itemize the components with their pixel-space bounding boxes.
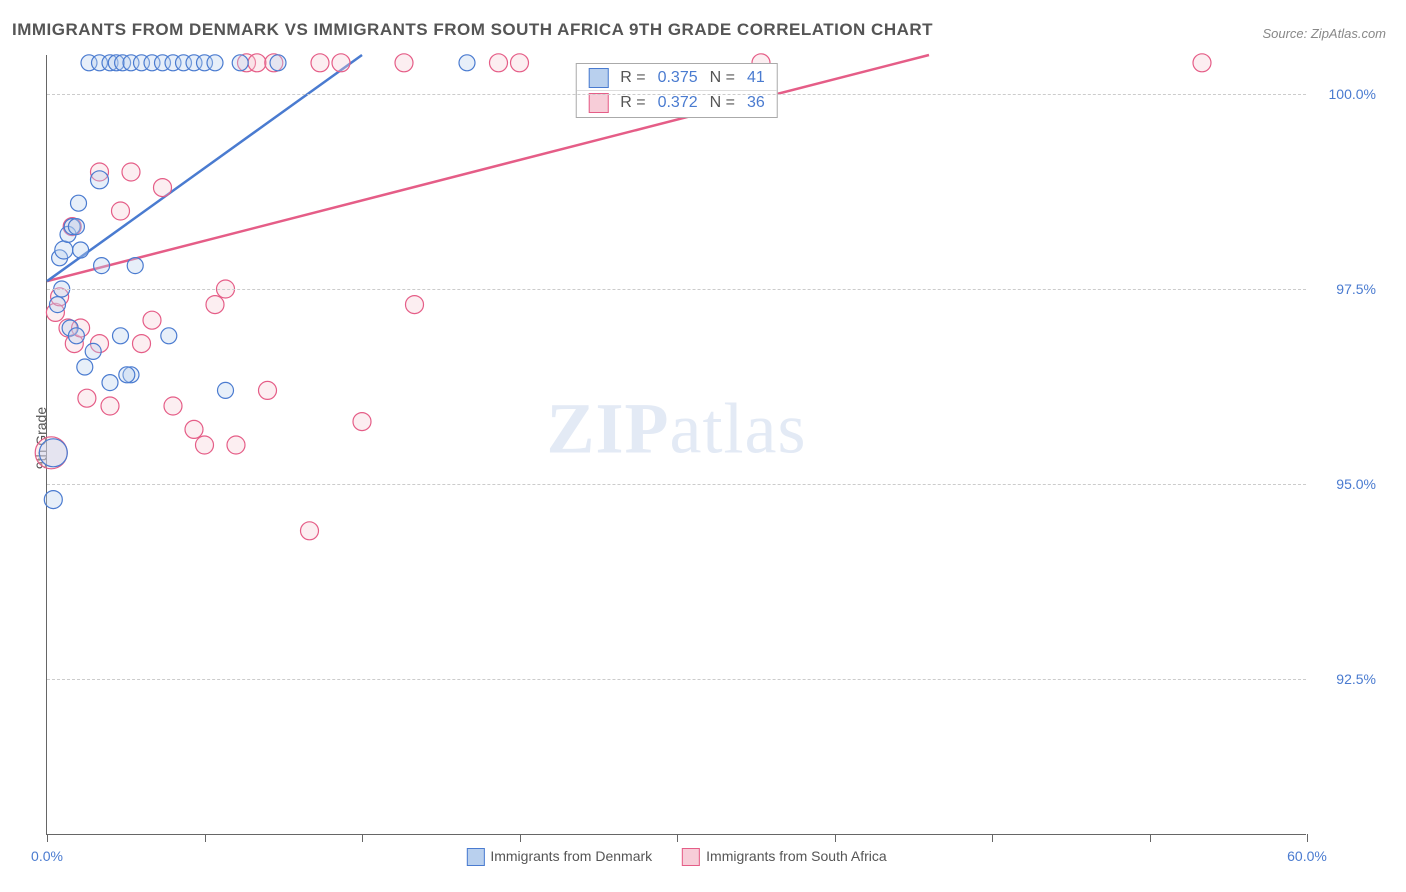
legend-swatch-icon	[466, 848, 484, 866]
x-tick-label: 60.0%	[1287, 848, 1327, 864]
data-point	[406, 296, 424, 314]
data-point	[218, 382, 234, 398]
gridline	[47, 679, 1306, 680]
legend-swatch-icon	[588, 93, 608, 113]
data-point	[44, 491, 62, 509]
data-point	[154, 179, 172, 197]
y-tick-label: 97.5%	[1316, 281, 1376, 297]
data-point	[113, 328, 129, 344]
scatter-svg	[47, 55, 1306, 834]
x-tick-label: 0.0%	[31, 848, 63, 864]
data-point	[50, 297, 66, 313]
gridline	[47, 484, 1306, 485]
data-point	[55, 241, 73, 259]
data-point	[127, 258, 143, 274]
y-tick-label: 92.5%	[1316, 671, 1376, 687]
chart-container: IMMIGRANTS FROM DENMARK VS IMMIGRANTS FR…	[0, 0, 1406, 892]
data-point	[207, 55, 223, 71]
chart-source: Source: ZipAtlas.com	[1262, 26, 1386, 41]
data-point	[112, 202, 130, 220]
x-tick	[47, 834, 48, 842]
data-point	[185, 420, 203, 438]
data-point	[119, 367, 135, 383]
gridline	[47, 289, 1306, 290]
data-point	[85, 343, 101, 359]
data-point	[206, 296, 224, 314]
data-point	[259, 381, 277, 399]
stats-legend-row: R = 0.375 N = 41	[576, 66, 777, 91]
x-tick	[362, 834, 363, 842]
data-point	[77, 359, 93, 375]
data-point	[68, 328, 84, 344]
stats-legend: R = 0.375 N = 41 R = 0.372 N = 36	[575, 63, 778, 118]
data-point	[39, 439, 67, 467]
legend-r-value: 0.372	[658, 94, 698, 112]
x-tick	[1307, 834, 1308, 842]
data-point	[227, 436, 245, 454]
legend-swatch-icon	[682, 848, 700, 866]
y-tick-label: 100.0%	[1316, 86, 1376, 102]
data-point	[395, 54, 413, 72]
series-legend-item: Immigrants from Denmark	[466, 848, 652, 866]
data-point	[332, 54, 350, 72]
data-point	[101, 397, 119, 415]
data-point	[490, 54, 508, 72]
data-point	[1193, 54, 1211, 72]
data-point	[353, 413, 371, 431]
x-tick	[677, 834, 678, 842]
chart-title: IMMIGRANTS FROM DENMARK VS IMMIGRANTS FR…	[12, 20, 933, 40]
legend-n-value: 36	[747, 94, 765, 112]
gridline	[47, 94, 1306, 95]
data-point	[68, 219, 84, 235]
legend-n-label: N =	[710, 94, 735, 112]
data-point	[311, 54, 329, 72]
x-tick	[520, 834, 521, 842]
data-point	[71, 195, 87, 211]
data-point	[161, 328, 177, 344]
data-point	[301, 522, 319, 540]
data-point	[511, 54, 529, 72]
data-point	[102, 375, 118, 391]
legend-swatch-icon	[588, 68, 608, 88]
data-point	[73, 242, 89, 258]
series-legend-label: Immigrants from South Africa	[706, 848, 887, 864]
y-tick-label: 95.0%	[1316, 476, 1376, 492]
data-point	[78, 389, 96, 407]
data-point	[196, 436, 214, 454]
legend-r-label: R =	[620, 94, 645, 112]
series-legend-item: Immigrants from South Africa	[682, 848, 887, 866]
data-point	[122, 163, 140, 181]
x-tick	[992, 834, 993, 842]
legend-n-label: N =	[710, 69, 735, 87]
data-point	[232, 55, 248, 71]
x-tick	[1150, 834, 1151, 842]
trendline	[47, 55, 929, 281]
x-tick	[835, 834, 836, 842]
data-point	[459, 55, 475, 71]
series-legend: Immigrants from Denmark Immigrants from S…	[466, 848, 886, 866]
legend-r-label: R =	[620, 69, 645, 87]
series-legend-label: Immigrants from Denmark	[490, 848, 652, 864]
data-point	[164, 397, 182, 415]
data-point	[270, 55, 286, 71]
plot-area: ZIPatlas R =0.375N =41R =0.372N =36 Immi…	[46, 55, 1306, 835]
data-point	[94, 258, 110, 274]
legend-n-value: 41	[747, 69, 765, 87]
data-point	[91, 171, 109, 189]
legend-r-value: 0.375	[658, 69, 698, 87]
data-point	[248, 54, 266, 72]
data-point	[143, 311, 161, 329]
data-point	[133, 335, 151, 353]
x-tick	[205, 834, 206, 842]
